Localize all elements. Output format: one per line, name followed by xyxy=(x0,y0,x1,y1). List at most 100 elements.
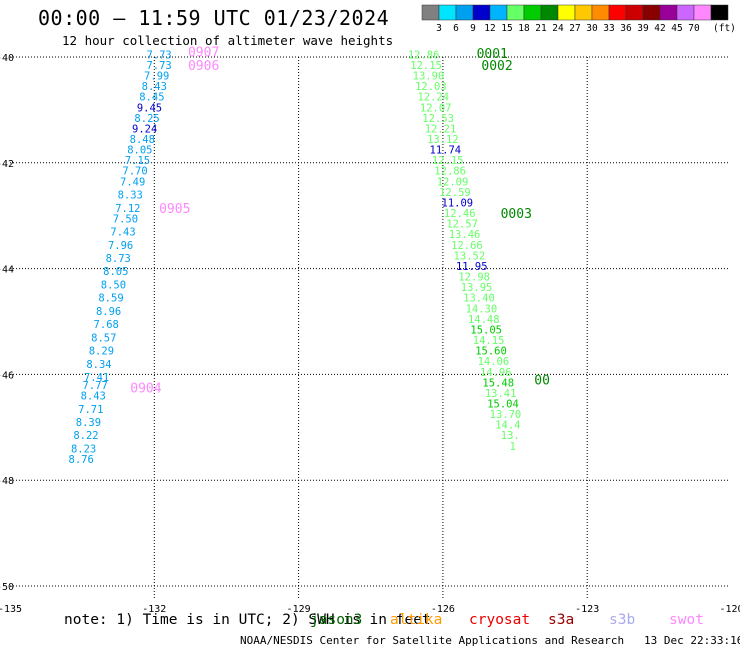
legend-tick-label: 24 xyxy=(552,23,564,34)
mission-swot: swot xyxy=(669,612,704,628)
legend-swatch xyxy=(642,4,661,21)
data-point-label: 11.09 xyxy=(442,197,474,209)
data-point-label: 8.48 xyxy=(130,134,155,146)
pass-label: 0904 xyxy=(130,382,161,397)
data-point-label: 8.76 xyxy=(69,454,94,466)
legend-swatch xyxy=(438,4,457,21)
legend-tick-label: 6 xyxy=(453,23,459,34)
data-point-label: 7.71 xyxy=(78,404,103,416)
data-point-label: 7.49 xyxy=(120,176,145,188)
data-point-label: 8.73 xyxy=(106,253,131,265)
footer-note: note: 1) Time is in UTC; 2) SWH is in fe… xyxy=(64,612,431,628)
x-tick-label: -129 xyxy=(287,604,311,615)
data-point-label: 7.12 xyxy=(115,203,140,215)
data-point-label: 8.50 xyxy=(101,279,126,291)
legend-swatch xyxy=(693,4,712,21)
footer-credit: NOAA/NESDIS Center for Satellite Applica… xyxy=(240,634,740,647)
data-point-label: 15.04 xyxy=(487,398,519,410)
legend-swatch xyxy=(591,4,610,21)
data-point-label: 12.66 xyxy=(451,240,483,252)
y-tick-label: -48 xyxy=(0,476,14,487)
legend-swatch xyxy=(659,4,678,21)
data-point-label: 14.30 xyxy=(466,303,498,315)
data-point-label: 1 xyxy=(509,441,515,453)
legend-tick-label: 18 xyxy=(518,23,530,34)
data-point-label: 7.68 xyxy=(94,319,119,331)
data-point-label: 12.53 xyxy=(422,113,454,125)
legend-unit: (ft) xyxy=(713,23,736,34)
data-point-label: 8.43 xyxy=(142,81,167,93)
pass-label: 0906 xyxy=(188,59,219,74)
legend-swatch xyxy=(506,4,525,21)
x-tick-label: -123 xyxy=(575,604,599,615)
y-tick-label: -44 xyxy=(0,265,14,276)
data-point-label: 8.05 xyxy=(127,145,152,157)
legend-swatch xyxy=(557,4,576,21)
legend-swatch xyxy=(540,4,559,21)
data-point-label: 8.59 xyxy=(98,293,123,305)
data-point-label: 8.45 xyxy=(139,92,164,104)
data-point-label: 12.09 xyxy=(437,176,469,188)
data-point-label: 8.43 xyxy=(81,391,106,403)
data-point-label: 13.40 xyxy=(463,293,495,305)
mission-altika: altika xyxy=(390,612,443,628)
legend-swatch xyxy=(455,4,474,21)
data-point-label: 12.15 xyxy=(410,60,442,72)
legend-tick-label: 45 xyxy=(671,23,682,34)
y-tick-label: -42 xyxy=(0,159,14,170)
data-point-label: 15.60 xyxy=(475,346,507,358)
data-point-label: 8.33 xyxy=(118,190,143,202)
data-point-label: 7.41 xyxy=(84,372,109,384)
mission-cryosat: cryosat xyxy=(469,612,531,628)
data-point-label: 7.70 xyxy=(122,166,147,178)
data-point-label: 12.07 xyxy=(420,102,452,114)
legend-swatch xyxy=(523,4,542,21)
legend-tick-label: 3 xyxy=(436,23,442,34)
legend-tick-label: 42 xyxy=(654,23,665,34)
data-point-label: 7.77 xyxy=(82,380,107,392)
data-point-label: 12.86 xyxy=(408,49,440,61)
mission-s3a: s3a xyxy=(548,612,575,628)
data-point-label: 13.90 xyxy=(413,71,445,83)
data-point-label: 12.24 xyxy=(417,92,449,104)
data-point-label: 8.25 xyxy=(134,113,159,125)
legend-tick-label: 36 xyxy=(620,23,632,34)
data-point-label: 8.23 xyxy=(71,443,96,455)
legend-swatch xyxy=(676,4,695,21)
legend-swatch xyxy=(625,4,644,21)
data-point-label: 12.46 xyxy=(444,208,476,220)
y-tick-label: -46 xyxy=(0,370,14,381)
data-point-label: 7.73 xyxy=(146,60,171,72)
legend-tick-label: 9 xyxy=(470,23,476,34)
legend-tick-label: 39 xyxy=(637,23,649,34)
data-point-label: 7.43 xyxy=(110,227,135,239)
y-tick-label: -40 xyxy=(0,53,14,64)
data-point-label: 8.57 xyxy=(91,332,116,344)
legend-tick-label: 27 xyxy=(569,23,580,34)
data-point-label: 11.95 xyxy=(456,261,488,273)
data-point-label: 9.45 xyxy=(137,102,162,114)
mission-jason3: jason3 xyxy=(310,612,363,628)
legend-swatch xyxy=(472,4,491,21)
data-point-label: 14.4 xyxy=(495,420,520,432)
data-point-label: 7.96 xyxy=(108,240,133,252)
data-point-label: 13. xyxy=(501,430,520,442)
data-point-label: 12.86 xyxy=(434,166,466,178)
y-tick-label: -50 xyxy=(0,582,14,593)
legend-swatch xyxy=(421,4,440,21)
data-point-label: 7.99 xyxy=(144,71,169,83)
pass-label: 00 xyxy=(534,374,550,389)
pass-label: 0002 xyxy=(481,59,512,74)
pass-label: 0003 xyxy=(501,207,532,222)
data-point-label: 8.29 xyxy=(89,346,114,358)
legend-tick-label: 15 xyxy=(501,23,512,34)
data-point-label: 14.48 xyxy=(468,314,500,326)
data-point-label: 13.95 xyxy=(461,282,493,294)
data-point-label: 14.06 xyxy=(478,356,510,368)
data-point-label: 12.59 xyxy=(439,187,471,199)
chart-subtitle: 12 hour collection of altimeter wave hei… xyxy=(62,33,394,48)
legend-tick-label: 30 xyxy=(586,23,598,34)
data-point-label: 8.05 xyxy=(103,266,128,278)
credit-timestamp: 13 Dec 22:33:16 UTC 2024 xyxy=(643,634,740,647)
